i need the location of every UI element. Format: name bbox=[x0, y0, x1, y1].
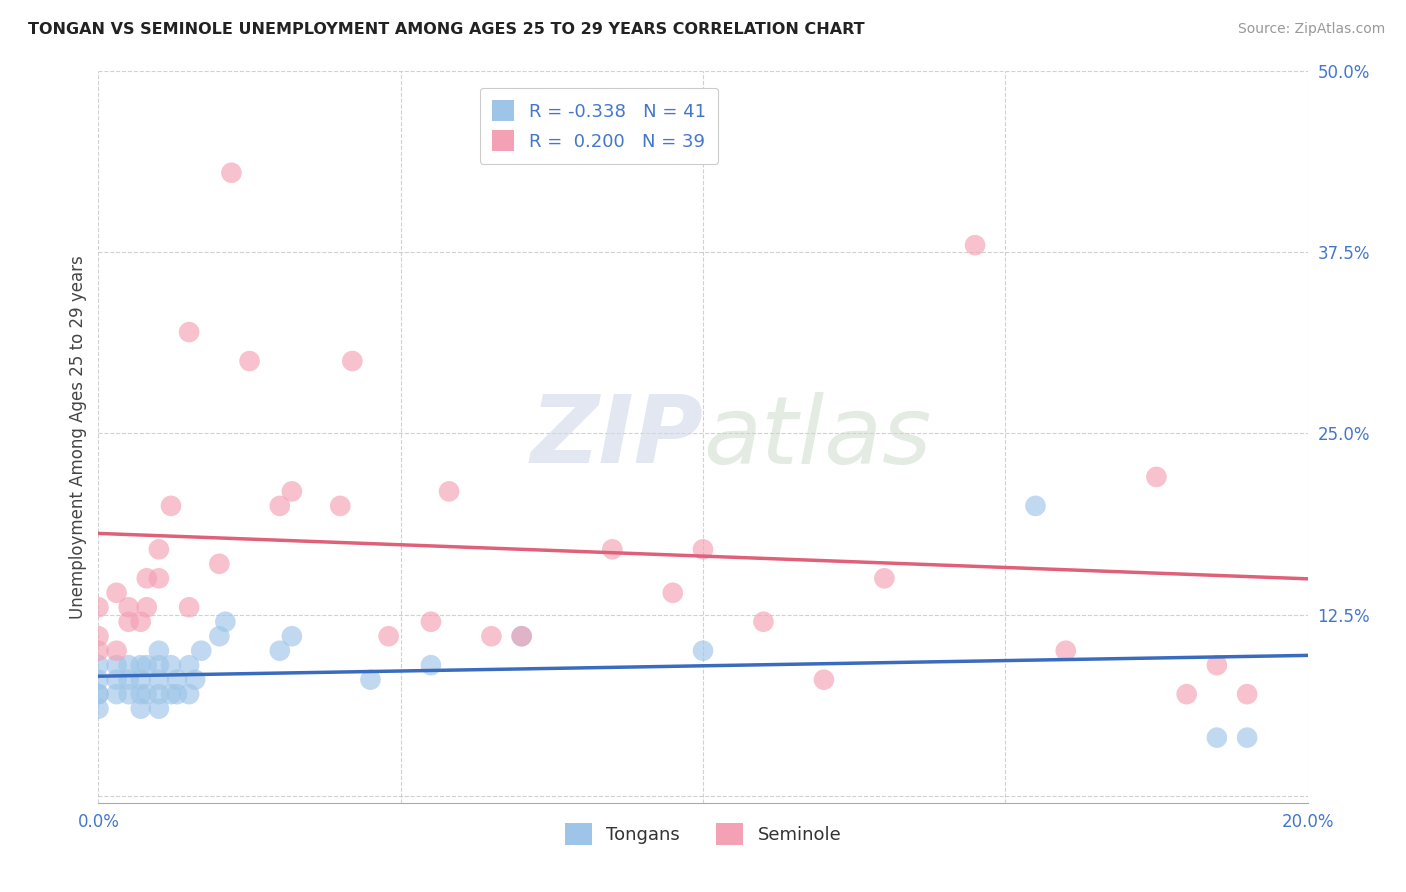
Point bbox=[135, 600, 157, 615]
Point bbox=[160, 658, 183, 673]
Point bbox=[692, 644, 714, 658]
Point bbox=[166, 687, 188, 701]
Point bbox=[105, 644, 128, 658]
Point bbox=[208, 557, 231, 571]
Point bbox=[377, 629, 399, 643]
Point bbox=[148, 687, 170, 701]
Point bbox=[179, 687, 201, 701]
Point bbox=[87, 701, 110, 715]
Point bbox=[129, 701, 152, 715]
Point bbox=[269, 644, 291, 658]
Point bbox=[1206, 658, 1229, 673]
Point bbox=[342, 354, 364, 368]
Point bbox=[965, 238, 987, 252]
Point bbox=[118, 687, 141, 701]
Point bbox=[105, 586, 128, 600]
Point bbox=[1175, 687, 1198, 701]
Point bbox=[510, 629, 533, 643]
Point bbox=[118, 658, 141, 673]
Point bbox=[179, 600, 201, 615]
Point bbox=[190, 644, 212, 658]
Point bbox=[540, 136, 562, 151]
Text: ZIP: ZIP bbox=[530, 391, 703, 483]
Point bbox=[179, 658, 201, 673]
Point bbox=[87, 629, 110, 643]
Point bbox=[105, 687, 128, 701]
Legend: Tongans, Seminole: Tongans, Seminole bbox=[557, 816, 849, 852]
Point bbox=[87, 658, 110, 673]
Point bbox=[661, 586, 683, 600]
Point bbox=[160, 687, 183, 701]
Point bbox=[1236, 731, 1258, 745]
Point bbox=[214, 615, 236, 629]
Point bbox=[87, 687, 110, 701]
Point bbox=[873, 571, 896, 585]
Point bbox=[1236, 687, 1258, 701]
Point bbox=[179, 325, 201, 339]
Point bbox=[208, 629, 231, 643]
Text: atlas: atlas bbox=[703, 392, 931, 483]
Point bbox=[1024, 499, 1046, 513]
Point bbox=[129, 658, 152, 673]
Point bbox=[1144, 470, 1167, 484]
Point bbox=[510, 629, 533, 643]
Y-axis label: Unemployment Among Ages 25 to 29 years: Unemployment Among Ages 25 to 29 years bbox=[69, 255, 87, 619]
Point bbox=[118, 600, 141, 615]
Point bbox=[1206, 731, 1229, 745]
Point bbox=[148, 673, 170, 687]
Point bbox=[135, 571, 157, 585]
Point bbox=[105, 673, 128, 687]
Point bbox=[118, 615, 141, 629]
Point bbox=[813, 673, 835, 687]
Point bbox=[420, 658, 443, 673]
Point bbox=[437, 484, 460, 499]
Point bbox=[87, 687, 110, 701]
Point bbox=[87, 644, 110, 658]
Point bbox=[148, 658, 170, 673]
Point bbox=[269, 499, 291, 513]
Point bbox=[148, 644, 170, 658]
Point bbox=[135, 687, 157, 701]
Point bbox=[360, 673, 382, 687]
Point bbox=[129, 673, 152, 687]
Point bbox=[239, 354, 262, 368]
Point bbox=[184, 673, 207, 687]
Text: Source: ZipAtlas.com: Source: ZipAtlas.com bbox=[1237, 22, 1385, 37]
Point bbox=[105, 658, 128, 673]
Point bbox=[166, 673, 188, 687]
Point bbox=[87, 600, 110, 615]
Point bbox=[329, 499, 352, 513]
Point bbox=[1054, 644, 1077, 658]
Point bbox=[129, 687, 152, 701]
Point bbox=[135, 658, 157, 673]
Point bbox=[281, 484, 304, 499]
Point bbox=[420, 615, 443, 629]
Point bbox=[148, 701, 170, 715]
Point bbox=[281, 629, 304, 643]
Point bbox=[602, 542, 624, 557]
Point bbox=[87, 673, 110, 687]
Point bbox=[160, 499, 183, 513]
Text: TONGAN VS SEMINOLE UNEMPLOYMENT AMONG AGES 25 TO 29 YEARS CORRELATION CHART: TONGAN VS SEMINOLE UNEMPLOYMENT AMONG AG… bbox=[28, 22, 865, 37]
Point bbox=[129, 615, 152, 629]
Point bbox=[752, 615, 775, 629]
Point bbox=[148, 571, 170, 585]
Point bbox=[148, 542, 170, 557]
Point bbox=[118, 673, 141, 687]
Point bbox=[221, 166, 243, 180]
Point bbox=[481, 629, 503, 643]
Point bbox=[692, 542, 714, 557]
